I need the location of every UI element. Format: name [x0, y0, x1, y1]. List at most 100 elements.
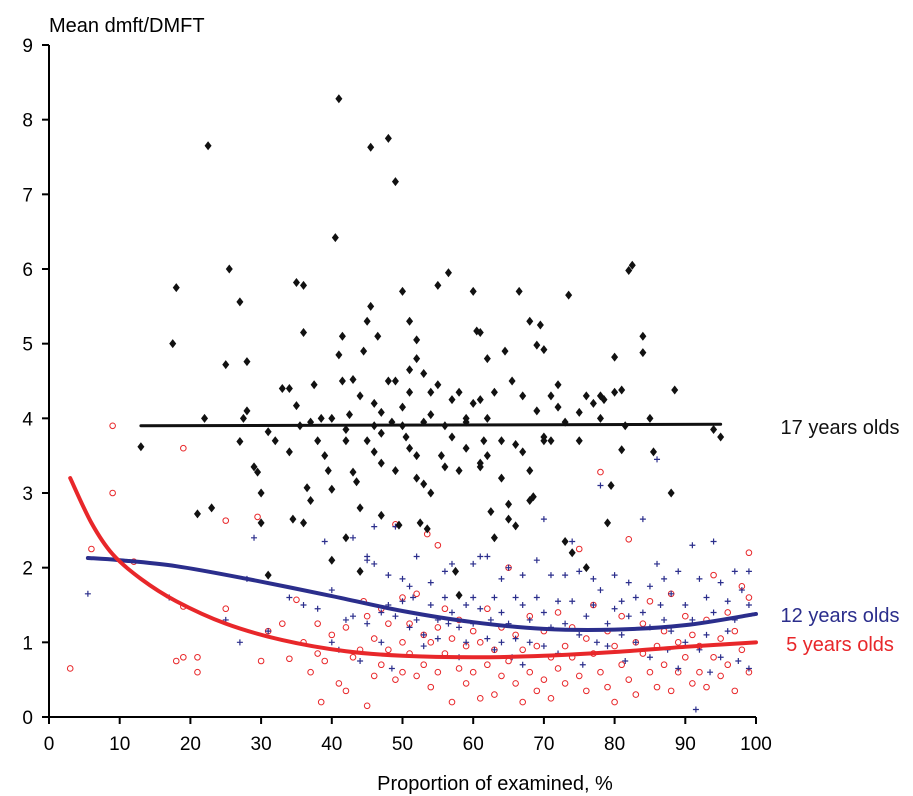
point-5yo: [322, 658, 328, 664]
point-5yo: [520, 699, 526, 705]
point-17yo: [618, 445, 625, 454]
point-17yo: [717, 433, 724, 442]
point-12yo: [442, 568, 448, 574]
point-5yo: [562, 681, 568, 687]
point-17yo: [194, 509, 201, 518]
point-12yo: [597, 483, 603, 489]
point-12yo: [498, 609, 504, 615]
point-17yo: [350, 468, 357, 477]
y-tick-label: 5: [22, 335, 33, 356]
point-12yo: [488, 617, 494, 623]
point-17yo: [650, 447, 657, 456]
point-12yo: [718, 654, 724, 660]
point-17yo: [378, 459, 385, 468]
point-17yo: [565, 291, 572, 300]
point-5yo: [690, 632, 696, 638]
point-12yo: [541, 643, 547, 649]
point-12yo: [498, 639, 504, 645]
point-17yo: [399, 403, 406, 412]
point-17yo: [403, 433, 410, 442]
point-17yo: [491, 388, 498, 397]
point-5yo: [612, 643, 618, 649]
point-5yo: [336, 681, 342, 687]
x-tick-label: 60: [463, 734, 484, 755]
point-12yo: [576, 568, 582, 574]
point-5yo: [181, 445, 187, 451]
point-5yo: [725, 662, 731, 668]
point-12yo: [491, 595, 497, 601]
point-5yo: [378, 662, 384, 668]
point-17yo: [441, 462, 448, 471]
x-tick-label: 100: [740, 734, 772, 755]
point-12yo: [612, 572, 618, 578]
point-5yo: [506, 658, 512, 664]
point-12yo: [647, 583, 653, 589]
point-12yo: [725, 628, 731, 634]
point-17yo: [484, 451, 491, 460]
point-17yo: [243, 406, 250, 415]
point-5yo: [195, 669, 201, 675]
point-17yo: [392, 177, 399, 186]
point-17yo: [576, 408, 583, 417]
point-17yo: [339, 332, 346, 341]
point-12yo: [251, 535, 257, 541]
point-12yo: [711, 539, 717, 545]
point-12yo: [562, 572, 568, 578]
point-17yo: [304, 483, 311, 492]
point-17yo: [243, 357, 250, 366]
point-12yo: [421, 643, 427, 649]
point-12yo: [590, 576, 596, 582]
y-tick-label: 7: [22, 185, 33, 206]
point-12yo: [301, 602, 307, 608]
point-5yo: [555, 666, 561, 672]
point-17yo: [597, 414, 604, 423]
point-17yo: [417, 518, 424, 527]
point-17yo: [392, 466, 399, 475]
x-tick-label: 0: [44, 734, 55, 755]
point-12yo: [605, 643, 611, 649]
point-12yo: [357, 658, 363, 664]
point-12yo: [619, 598, 625, 604]
point-12yo: [428, 580, 434, 586]
point-5yo: [626, 677, 632, 683]
y-tick-label: 6: [22, 260, 33, 281]
point-5yo: [449, 699, 455, 705]
point-12yo: [456, 624, 462, 630]
point-12yo: [470, 561, 476, 567]
point-5yo: [746, 595, 752, 601]
series-label-12yo: 12 years olds: [781, 605, 900, 627]
point-12yo: [647, 654, 653, 660]
point-12yo: [392, 613, 398, 619]
point-17yo: [639, 348, 646, 357]
point-5yo: [555, 610, 561, 616]
point-17yo: [434, 281, 441, 290]
point-17yo: [484, 414, 491, 423]
point-17yo: [406, 444, 413, 453]
point-12yo: [605, 621, 611, 627]
point-12yo: [580, 662, 586, 668]
point-17yo: [240, 414, 247, 423]
point-17yo: [378, 408, 385, 417]
point-5yo: [89, 546, 95, 552]
point-5yo: [584, 636, 590, 642]
point-17yo: [222, 360, 229, 369]
point-17yo: [583, 391, 590, 400]
point-17yo: [491, 533, 498, 542]
point-17yo: [608, 481, 615, 490]
point-12yo: [414, 553, 420, 559]
point-12yo: [661, 576, 667, 582]
point-17yo: [618, 385, 625, 394]
point-17yo: [328, 556, 335, 565]
point-17yo: [611, 353, 618, 362]
point-17yo: [420, 369, 427, 378]
point-5yo: [598, 669, 604, 675]
point-17yo: [427, 410, 434, 419]
point-5yo: [173, 658, 179, 664]
point-5yo: [456, 666, 462, 672]
point-17yo: [318, 414, 325, 423]
point-12yo: [668, 628, 674, 634]
point-5yo: [329, 632, 335, 638]
point-12yo: [658, 602, 664, 608]
y-tick-label: 3: [22, 484, 33, 505]
point-17yo: [456, 466, 463, 475]
